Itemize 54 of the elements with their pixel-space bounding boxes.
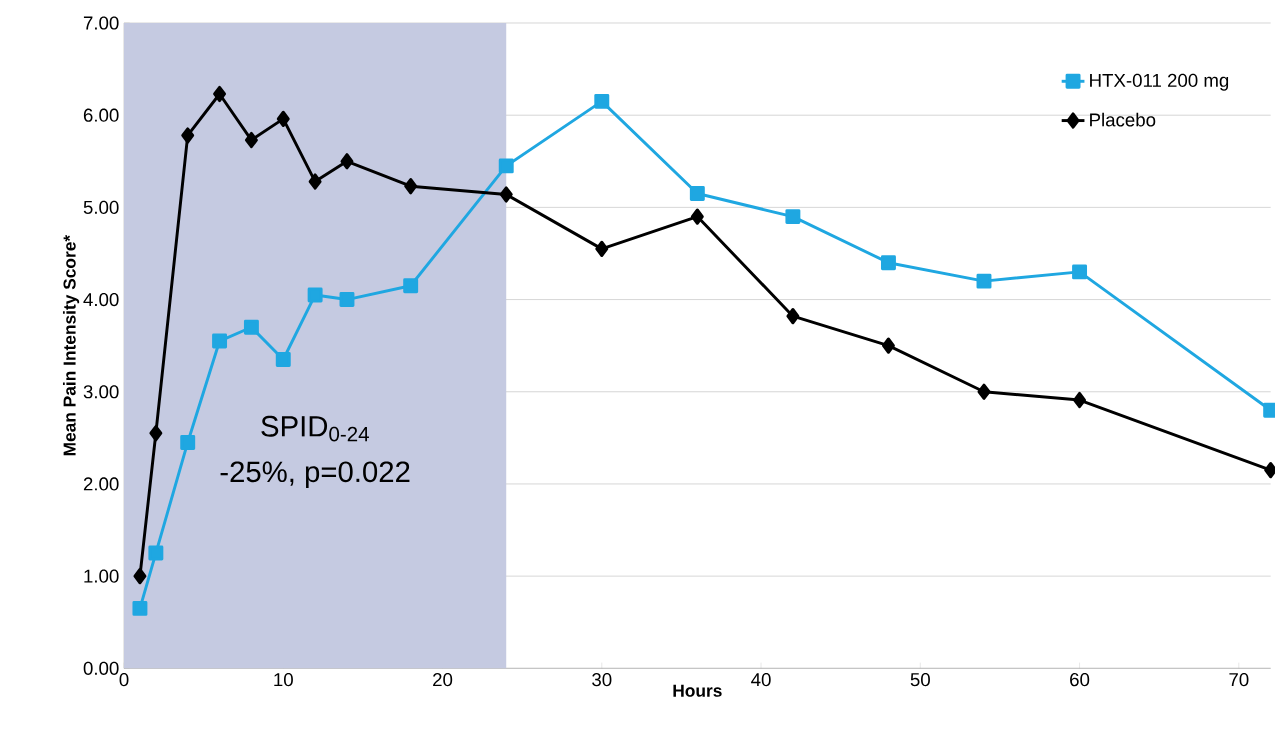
point: [785, 209, 801, 225]
x-tick-label: 30: [592, 673, 612, 687]
point: [148, 545, 164, 561]
point: [276, 110, 290, 128]
point: [403, 278, 419, 294]
point: [880, 255, 896, 271]
point: [786, 308, 800, 325]
point: [690, 208, 704, 225]
legend-label: Placebo: [1090, 112, 1156, 127]
point: [180, 434, 196, 450]
legend-label: HTX-011 200 mg: [1090, 73, 1229, 91]
point: [1073, 391, 1087, 409]
annotation: -25%, p=0.022: [220, 461, 410, 489]
point: [977, 383, 991, 400]
point: [244, 131, 258, 149]
point: [339, 292, 355, 308]
y-tick-label: 5.00: [83, 200, 119, 214]
point: [181, 127, 195, 144]
x-tick-label: 60: [1070, 673, 1090, 687]
x-tick-label: 40: [751, 673, 771, 687]
point: [308, 173, 322, 190]
x-tick-label: 0: [119, 673, 129, 687]
y-tick-label: 2.00: [83, 477, 119, 491]
point: [133, 567, 147, 585]
point: [594, 93, 610, 109]
x-tick-label: 70: [1229, 673, 1249, 687]
point: [404, 178, 418, 195]
point: [499, 186, 513, 203]
y-tick-label: 3.00: [83, 385, 119, 399]
y-tick-label: 7.00: [83, 16, 119, 30]
point: [307, 287, 323, 303]
x-tick-label: 50: [910, 673, 930, 687]
x-tick-label: 10: [274, 673, 293, 687]
y-tick-label: 0.00: [83, 661, 119, 675]
y-tick-label: 4.00: [83, 292, 119, 307]
y-tick-label: 6.00: [83, 108, 119, 122]
point: [149, 425, 163, 442]
y-axis-title: Mean Pain Intensity Score*: [62, 234, 80, 456]
point: [132, 600, 148, 616]
x-tick-label: 20: [433, 673, 453, 687]
x-axis-title: Hours: [673, 684, 722, 697]
point: [212, 333, 228, 349]
point: [689, 186, 705, 202]
point: [881, 337, 895, 354]
point: [275, 352, 291, 367]
point: [340, 153, 354, 170]
point: [243, 319, 259, 335]
y-tick-label: 1.00: [84, 569, 119, 583]
point: [595, 240, 609, 257]
point: [213, 85, 227, 103]
point: [1072, 264, 1088, 280]
point: [976, 273, 992, 289]
annotation: SPID$_{0-24}$: [261, 415, 369, 442]
point: [498, 158, 514, 174]
